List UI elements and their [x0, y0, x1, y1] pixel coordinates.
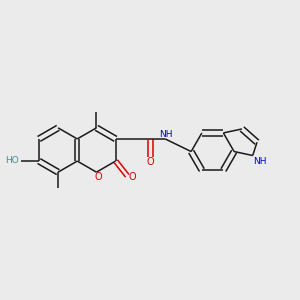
- Text: NH: NH: [159, 130, 172, 139]
- Text: NH: NH: [253, 157, 266, 166]
- Text: O: O: [128, 172, 136, 182]
- Text: O: O: [94, 172, 102, 182]
- Text: O: O: [147, 157, 154, 167]
- Text: HO: HO: [5, 156, 19, 165]
